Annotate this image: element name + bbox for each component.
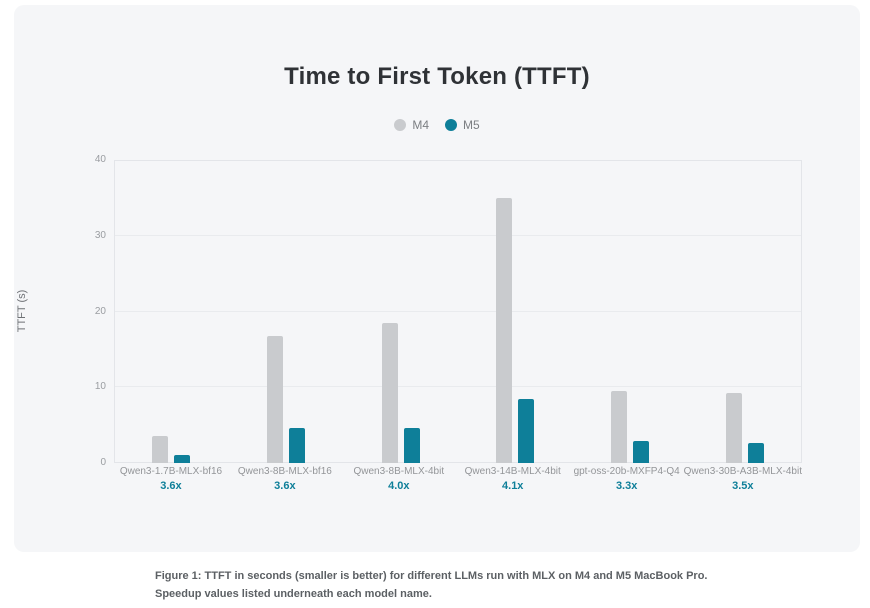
gridline-y30 (115, 234, 801, 236)
y-tick-label-0: 0 (100, 457, 106, 468)
x-label-cell: gpt-oss-20b-MXFP4-Q4 3.3x (570, 466, 684, 492)
y-tick-label-20: 20 (94, 305, 106, 317)
speedup-label: 3.6x (160, 480, 182, 492)
chart-card: Time to First Token (TTFT) M4 M5 TTFT (s)… (14, 5, 860, 552)
bar-groups (114, 160, 802, 463)
bar-m4-qwen3-1.7b-mlx-bf16[interactable] (152, 435, 169, 463)
bar-group (458, 160, 573, 463)
legend-dot-icon (394, 119, 407, 131)
bar-m5-qwen3-8b-mlx-bf16[interactable] (289, 428, 305, 463)
legend-label: M5 (463, 118, 480, 132)
model-name-label: Qwen3-1.7B-MLX-bf16 (119, 466, 223, 477)
bar-group (229, 160, 344, 463)
x-label-cell: Qwen3-1.7B-MLX-bf16 3.6x (114, 466, 228, 492)
y-tick-label-30: 30 (94, 229, 106, 241)
bar-m5-qwen3-30b-a3b-mlx-4bit[interactable] (747, 443, 764, 463)
speedup-label: 4.0x (388, 480, 410, 492)
model-name-label: Qwen3-14B-MLX-4bit (464, 466, 561, 477)
legend-label: M4 (412, 118, 429, 132)
model-name-label: Qwen3-8B-MLX-4bit (353, 466, 445, 477)
x-label-cell: Qwen3-8B-MLX-bf16 3.6x (228, 466, 342, 492)
model-name-label: gpt-oss-20b-MXFP4-Q4 (573, 466, 680, 477)
legend-item-m5[interactable]: M5 (445, 118, 480, 132)
speedup-label: 3.3x (615, 480, 638, 492)
bar-group (343, 160, 458, 463)
bar-group (687, 160, 802, 463)
plot-area (114, 160, 802, 463)
bar-m4-gpt-oss-20b-mxfp4-q4[interactable] (611, 391, 628, 463)
model-name-label: Qwen3-8B-MLX-bf16 (237, 466, 332, 477)
x-label-cell: Qwen3-30B-A3B-MLX-4bit 3.5x (684, 466, 802, 492)
gridline-y10 (115, 386, 801, 388)
bar-m5-qwen3-1.7b-mlx-bf16[interactable] (174, 455, 191, 463)
figure-caption: Figure 1: TTFT in seconds (smaller is be… (155, 570, 708, 600)
bar-group (573, 160, 688, 463)
speedup-label: 3.5x (732, 480, 754, 492)
speedup-label: 4.1x (502, 480, 524, 492)
bar-m4-qwen3-8b-mlx-4bit[interactable] (381, 322, 398, 463)
bar-m4-qwen3-30b-a3b-mlx-4bit[interactable] (725, 392, 742, 463)
legend-item-m4[interactable]: M4 (394, 118, 429, 132)
y-tick-label-10: 10 (94, 381, 106, 393)
x-label-cell: Qwen3-14B-MLX-4bit 4.1x (456, 466, 570, 492)
speedup-label: 3.6x (274, 480, 296, 492)
x-label-cell: Qwen3-8B-MLX-4bit 4.0x (342, 466, 456, 492)
gridline-y20 (115, 310, 801, 312)
bar-m5-qwen3-8b-mlx-4bit[interactable] (403, 428, 420, 463)
x-axis-labels: Qwen3-1.7B-MLX-bf16 3.6x Qwen3-8B-MLX-bf16… (114, 466, 802, 492)
bar-m4-qwen3-8b-mlx-bf16[interactable] (267, 335, 283, 463)
y-tick-label-40: 40 (94, 154, 106, 165)
bar-m5-gpt-oss-20b-mxfp4-q4[interactable] (633, 441, 650, 463)
model-name-label: Qwen3-30B-A3B-MLX-4bit (683, 466, 802, 477)
bar-m4-qwen3-14b-mlx-4bit[interactable] (496, 197, 513, 463)
bar-m5-qwen3-14b-mlx-4bit[interactable] (518, 398, 535, 463)
chart-legend: M4 M5 (14, 118, 860, 132)
bar-group (114, 160, 229, 463)
chart-title: Time to First Token (TTFT) (284, 63, 590, 90)
legend-dot-icon (445, 119, 457, 131)
